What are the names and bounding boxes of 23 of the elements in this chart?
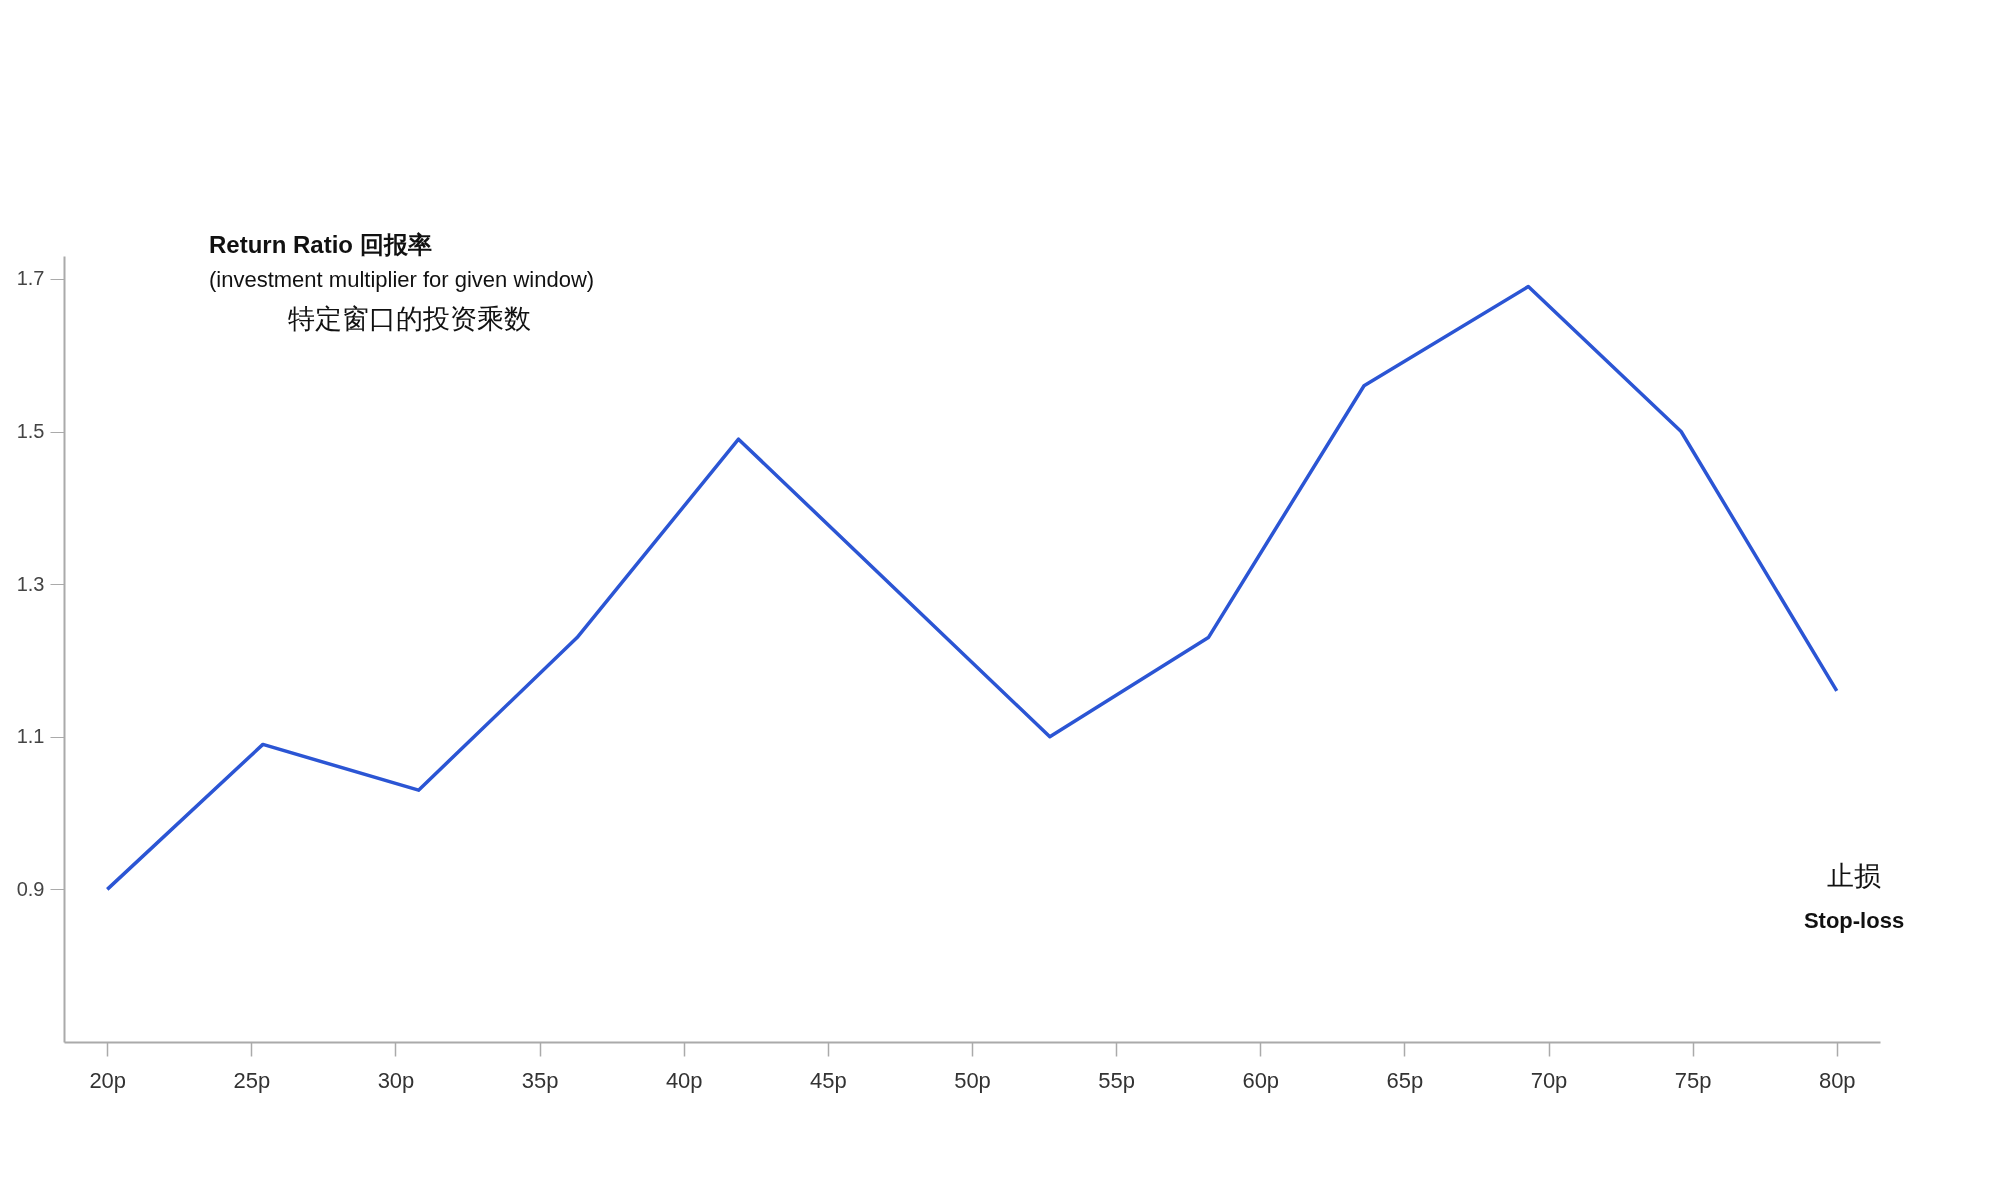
x-tick-label: 55p <box>1098 1067 1135 1093</box>
x-tick-label: 80p <box>1818 1067 1856 1093</box>
x-axis-title: Stop-loss <box>1803 908 1905 933</box>
y-tick-label: 1.3 <box>16 572 45 595</box>
annotation: 特定窗口的投资乘数 <box>287 304 531 334</box>
chart-title: Return Ratio 回报率 <box>209 231 432 258</box>
y-tick-label: 1.5 <box>16 420 45 443</box>
x-tick-label: 75p <box>1674 1067 1712 1093</box>
y-tick-label: 1.1 <box>16 725 45 748</box>
x-tick-label: 40p <box>665 1067 703 1093</box>
y-tick-label: 0.9 <box>16 877 45 900</box>
annotation: 止损 <box>1827 861 1881 891</box>
x-tick-label: 45p <box>810 1067 847 1093</box>
x-tick-label: 50p <box>954 1067 991 1093</box>
x-tick-label: 20p <box>89 1067 127 1093</box>
x-tick-label: 60p <box>1242 1067 1280 1093</box>
x-tick-label: 25p <box>233 1067 271 1093</box>
x-tick-label: 65p <box>1386 1067 1424 1093</box>
text: (investment multiplier for given window) <box>209 267 595 292</box>
x-tick-label: 35p <box>521 1067 559 1093</box>
x-tick-label: 70p <box>1530 1067 1568 1093</box>
x-tick-label: 30p <box>377 1067 415 1093</box>
y-tick-label: 1.7 <box>16 267 45 290</box>
